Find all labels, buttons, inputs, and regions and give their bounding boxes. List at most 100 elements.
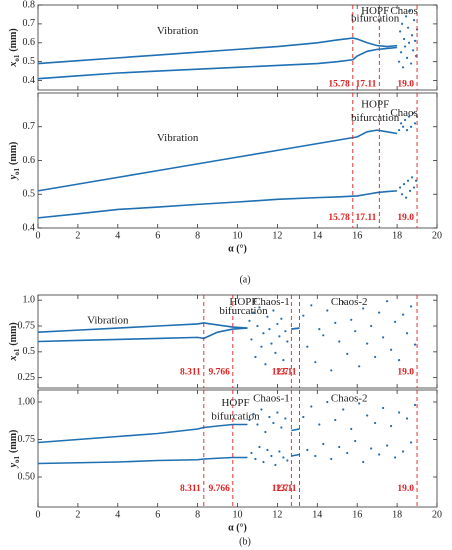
chaos-point xyxy=(411,49,415,52)
chaos-point xyxy=(342,301,345,304)
data-line xyxy=(291,453,300,457)
chaos-point xyxy=(276,322,279,326)
chaos-point xyxy=(270,342,273,345)
chaos-point xyxy=(278,450,281,453)
annotation: bifurcation xyxy=(219,305,268,317)
chaos-point xyxy=(413,39,417,42)
y-tick-label: 0.6 xyxy=(23,155,36,166)
chaos-point xyxy=(318,328,321,331)
y-tick-label: 0.5 xyxy=(23,189,36,200)
data-line xyxy=(37,37,398,65)
chaos-point xyxy=(330,369,333,372)
y-axis-label: xo1 (mm) xyxy=(8,322,20,361)
y-tick-label: 1.00 xyxy=(18,396,36,407)
chaos-point xyxy=(282,359,285,362)
chaos-point xyxy=(274,463,277,467)
chaos-point xyxy=(408,9,412,12)
chaos-point xyxy=(382,406,385,410)
bifurcation-label: 13.11 xyxy=(276,368,297,378)
bifurcation-label: 8.311 xyxy=(180,484,201,494)
data-line xyxy=(37,327,248,343)
y-label-symbol: y xyxy=(8,174,19,180)
chaos-point xyxy=(412,19,416,22)
chaos-point xyxy=(405,332,409,335)
chaos-point xyxy=(397,129,401,132)
chaos-point xyxy=(410,176,414,179)
chaos-point xyxy=(350,427,353,431)
chaos-point xyxy=(378,453,381,456)
chaos-point xyxy=(409,125,413,128)
data-line xyxy=(37,190,398,219)
chaos-point xyxy=(407,115,411,118)
chaos-point xyxy=(274,351,277,354)
chaos-point xyxy=(346,352,349,355)
chaos-point xyxy=(338,445,341,449)
chaos-point xyxy=(390,348,393,351)
chaos-point xyxy=(310,405,313,408)
bifurcation-label: 19.0 xyxy=(397,484,414,494)
bifurcation-label: 12.7 xyxy=(272,484,289,494)
chaos-point xyxy=(413,343,417,346)
chaos-point xyxy=(268,415,271,419)
chaos-point xyxy=(258,445,261,449)
chaos-point xyxy=(412,186,416,189)
chaos-point xyxy=(394,456,397,459)
y-label-unit: (mm) xyxy=(8,430,19,453)
y-label-subscript: o1 xyxy=(13,455,21,463)
chaos-point xyxy=(282,456,285,459)
panel-label: (a) xyxy=(239,274,250,285)
x-tick-label: 16 xyxy=(352,230,362,241)
chaos-point xyxy=(346,451,349,455)
x-tick-label: 10 xyxy=(233,230,243,241)
chaos-point xyxy=(314,454,317,458)
x-tick-label: 2 xyxy=(75,509,80,520)
annotation: HOPF xyxy=(361,5,389,17)
data-line xyxy=(37,129,398,192)
chaos-point xyxy=(330,457,333,461)
chaos-point xyxy=(326,309,329,312)
chaos-point xyxy=(399,122,403,125)
chaos-point xyxy=(322,442,325,446)
x-tick-label: 18 xyxy=(392,230,402,241)
chaos-point xyxy=(374,355,377,359)
chaos-point xyxy=(342,408,345,411)
bifurcation-label: 9.766 xyxy=(208,368,230,378)
y-label-subscript: o1 xyxy=(13,348,21,356)
chaos-point xyxy=(310,304,313,307)
chaos-point xyxy=(350,318,353,321)
chaos-point xyxy=(276,411,279,414)
chaos-point xyxy=(362,307,365,310)
x-tick-label: 4 xyxy=(115,509,120,520)
annotation: HOPF xyxy=(229,296,257,308)
chaos-point xyxy=(270,454,273,458)
chaos-point xyxy=(398,30,402,33)
chaos-point xyxy=(409,62,413,65)
chaos-point xyxy=(409,305,413,308)
chaos-point xyxy=(250,451,253,455)
annotation: Chaos-2 xyxy=(331,296,368,308)
chaos-point xyxy=(358,402,361,405)
annotation: Chaos-1 xyxy=(253,296,290,308)
annotation: Chaos-2 xyxy=(331,393,368,405)
y-tick-label: 0.5 xyxy=(23,346,36,357)
bifurcation-label: 13.11 xyxy=(276,484,297,494)
data-line xyxy=(37,423,248,444)
chaos-point xyxy=(405,417,409,420)
bifurcation-label: 19.0 xyxy=(397,213,414,223)
x-tick-label: 12 xyxy=(272,230,282,241)
y-tick-label: 0.25 xyxy=(18,372,36,383)
chaos-point xyxy=(286,459,289,462)
bifurcation-label: 15.78 xyxy=(328,213,350,223)
chaos-point xyxy=(254,355,257,359)
annotation: bifurcation xyxy=(351,112,400,124)
annotation: Vibration xyxy=(157,25,199,37)
chaos-point xyxy=(260,345,263,348)
bifurcation-label: 19.0 xyxy=(397,368,414,378)
y-label-symbol: x xyxy=(8,356,19,362)
data-line xyxy=(37,456,248,465)
chaos-point xyxy=(354,330,357,333)
chaos-point xyxy=(260,408,263,411)
y-tick-label: 0.8 xyxy=(23,0,36,10)
chaos-point xyxy=(411,112,415,115)
y-tick-label: 0.7 xyxy=(23,121,36,132)
